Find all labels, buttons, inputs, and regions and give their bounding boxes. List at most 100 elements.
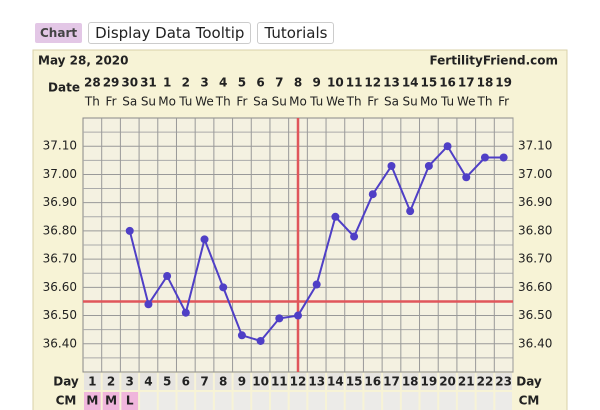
y-tick-label: 36.40 [43, 336, 77, 350]
day-cell [308, 373, 326, 390]
cm-cell [252, 392, 269, 410]
cycle-day: 23 [495, 375, 512, 389]
cycle-day: 1 [88, 375, 96, 389]
weekday-label: Sa [122, 95, 137, 109]
cycle-day: 19 [421, 375, 438, 389]
day-cell [214, 373, 232, 390]
cm-cell [364, 392, 382, 410]
y-tick-label: 37.10 [43, 139, 77, 153]
day-cell [383, 373, 400, 390]
temperature-point [181, 308, 190, 317]
date-label: 31 [140, 76, 157, 90]
day-cell [439, 373, 456, 390]
day-label: Day [516, 375, 542, 389]
cm-cell [84, 392, 101, 410]
y-tick-label: 36.90 [43, 195, 77, 209]
weekday-label: We [457, 95, 476, 109]
y-tick-label: 36.50 [518, 308, 552, 322]
date-label: 28 [84, 76, 101, 90]
y-tick-label: 36.60 [518, 280, 552, 294]
temperature-point [350, 232, 359, 241]
date-label: 30 [121, 76, 138, 90]
weekday-label: Tu [178, 95, 192, 109]
day-cell [102, 373, 120, 390]
y-tick-label: 36.90 [518, 195, 552, 209]
day-cell [364, 373, 382, 390]
date-label: 4 [219, 76, 227, 90]
temperature-point [219, 283, 228, 292]
date-label: 15 [421, 76, 438, 90]
day-cell [457, 373, 475, 390]
date-label: 18 [477, 76, 494, 90]
chart-tag: Chart [35, 23, 83, 43]
cm-cell [270, 392, 288, 410]
temperature-point [387, 161, 396, 170]
cm-cell [345, 392, 363, 410]
date-label: 13 [383, 76, 400, 90]
date-label: 3 [200, 76, 208, 90]
cm-cell [233, 392, 251, 410]
date-label: 2 [182, 76, 190, 90]
weekday-label: Th [84, 95, 100, 109]
cm-cell [102, 392, 120, 410]
tooltip-button[interactable]: Display Data Tooltip [88, 22, 252, 44]
cycle-day: 3 [126, 375, 134, 389]
date-label: 6 [256, 76, 264, 90]
cycle-day: 20 [439, 375, 456, 389]
cm-value: L [126, 394, 134, 408]
weekday-label: Mo [158, 95, 176, 109]
day-cell [158, 373, 176, 390]
date-label: 19 [495, 76, 512, 90]
date-label: 16 [439, 76, 456, 90]
cm-cell [401, 392, 419, 410]
day-cell [121, 373, 139, 390]
date-label: 14 [402, 76, 419, 90]
day-cell [327, 373, 344, 390]
chart-title: May 28, 2020 [38, 54, 129, 68]
temperature-point [163, 272, 172, 281]
cm-cell [495, 392, 512, 410]
cm-cell [196, 392, 213, 410]
weekday-label: Sa [384, 95, 399, 109]
y-tick-label: 37.10 [518, 139, 552, 153]
y-tick-label: 36.60 [43, 280, 77, 294]
cycle-day: 22 [477, 375, 494, 389]
day-cell [289, 373, 307, 390]
date-label: 11 [346, 76, 363, 90]
weekday-label: Mo [420, 95, 438, 109]
cycle-day: 10 [252, 375, 269, 389]
weekday-label: Fr [236, 95, 247, 109]
date-label: 9 [313, 76, 321, 90]
cycle-day: 6 [182, 375, 190, 389]
cycle-day: 4 [144, 375, 152, 389]
y-tick-label: 36.80 [518, 223, 552, 237]
temperature-point [200, 235, 209, 244]
weekday-label: Tu [440, 95, 454, 109]
weekday-label: Fr [106, 95, 117, 109]
cycle-day: 14 [327, 375, 344, 389]
cycle-day: 8 [219, 375, 227, 389]
tutorials-button[interactable]: Tutorials [257, 22, 335, 44]
weekday-label: Su [272, 95, 287, 109]
cm-label: CM [56, 394, 77, 408]
day-cell [495, 373, 512, 390]
day-cell [140, 373, 157, 390]
cm-cell [383, 392, 400, 410]
cycle-day: 2 [107, 375, 115, 389]
temperature-point [499, 153, 508, 162]
date-label: 12 [364, 76, 381, 90]
temperature-point [480, 153, 489, 162]
y-tick-label: 36.80 [43, 223, 77, 237]
date-label: 17 [458, 76, 475, 90]
cycle-day: 17 [383, 375, 400, 389]
temperature-point [368, 190, 377, 199]
cm-cell [177, 392, 195, 410]
temperature-point [237, 331, 246, 340]
site-name: FertilityFriend.com [429, 54, 558, 68]
cm-cell [158, 392, 176, 410]
temperature-point [424, 161, 433, 170]
weekday-label: Th [346, 95, 362, 109]
weekday-label: Fr [367, 95, 378, 109]
